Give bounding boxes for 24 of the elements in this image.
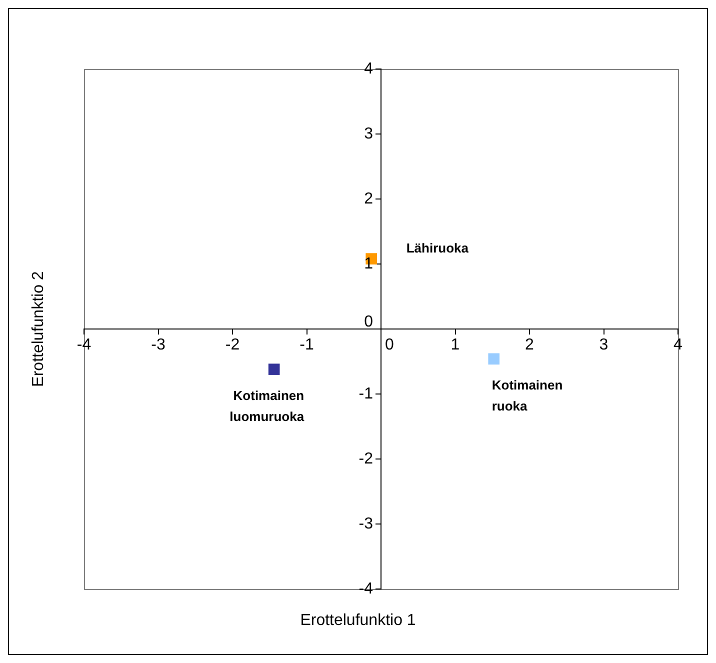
y-tick-label: -1 [358,385,374,402]
x-tick-label: 4 [674,336,683,354]
x-tick-label: 2 [525,336,534,354]
point [268,364,280,375]
text: Kotimainen luomuruoka [230,388,305,424]
series-label: Kotimainen ruoka [492,377,563,414]
x-tick-label: 0 [385,336,394,354]
y-axis-title: Erottelufunktio 2 [30,271,48,387]
point [488,353,500,365]
y-tick-label: -3 [358,515,374,532]
x-tick-label: -4 [76,336,92,354]
text: Lähiruoka [406,240,470,256]
x-tick-label: -2 [225,336,240,354]
y-tick-label: -4 [358,580,374,598]
y-tick-label: 4 [364,60,374,78]
x-tick-label: -1 [300,336,314,354]
x-tick-label: 3 [599,336,608,354]
y-tick-label: 2 [364,190,374,208]
x-tick-label: 1 [450,336,460,354]
x-axis-title: Erottelufunktio 1 [299,612,417,630]
x-tick-label: -3 [151,336,166,354]
y-tick-label: 3 [364,125,374,142]
y-tick-label: -2 [358,450,374,468]
y-tick-label: 0 [364,313,374,330]
